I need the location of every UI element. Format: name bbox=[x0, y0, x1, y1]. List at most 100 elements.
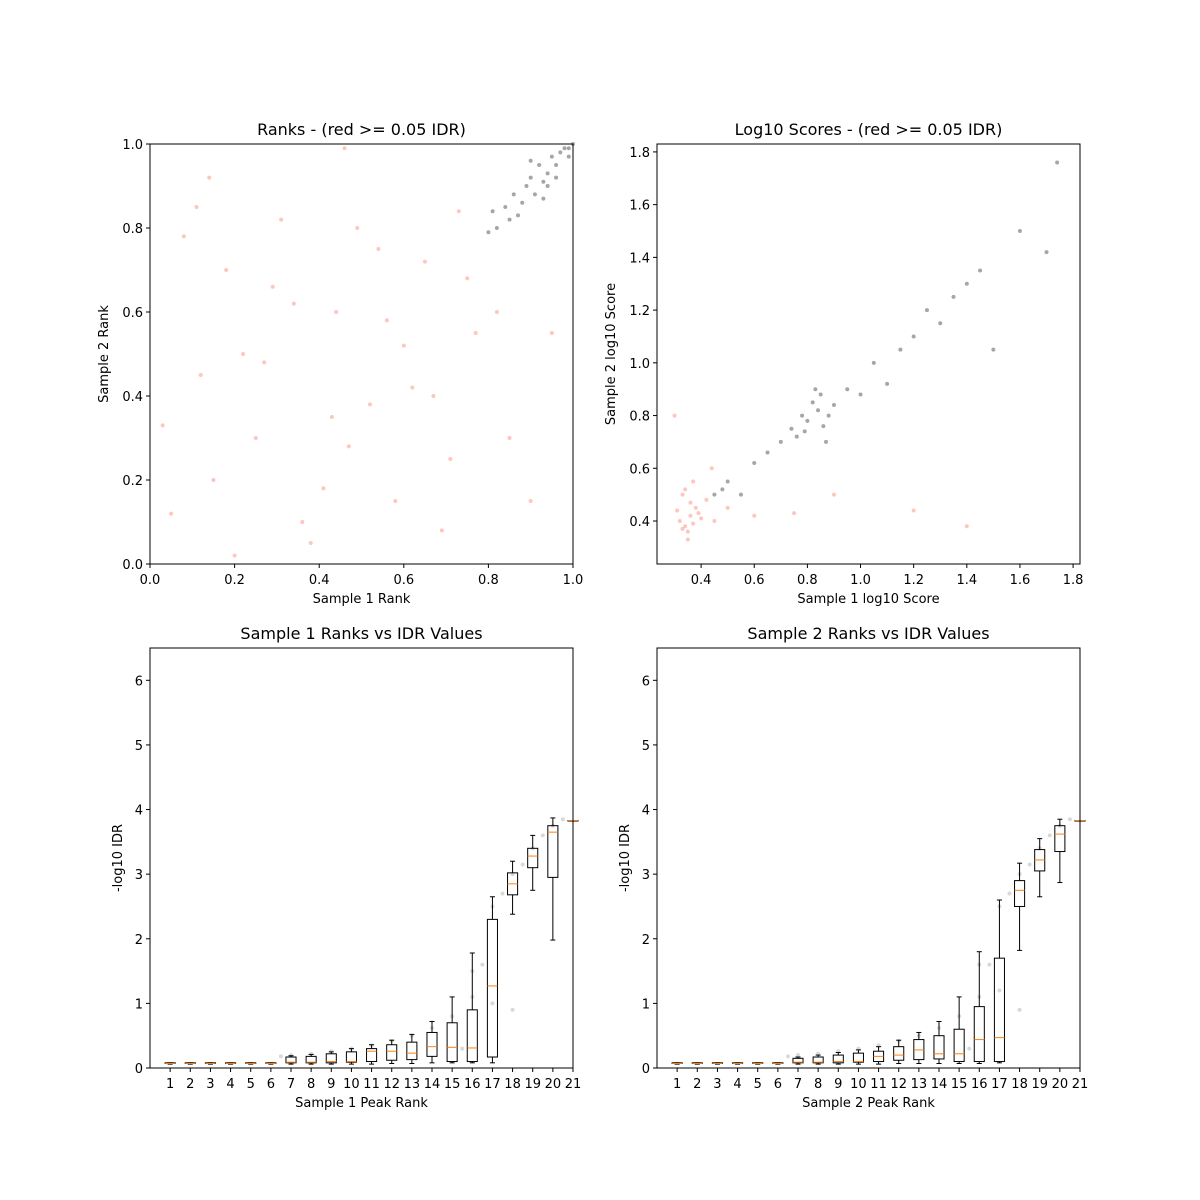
x-tick-label: 0.2 bbox=[224, 573, 245, 588]
box bbox=[973, 1006, 985, 1063]
point bbox=[528, 175, 533, 180]
point bbox=[685, 537, 690, 542]
point bbox=[198, 373, 203, 377]
x-tick-label: 1.0 bbox=[850, 573, 871, 588]
point bbox=[858, 392, 863, 397]
point bbox=[224, 268, 229, 272]
box bbox=[893, 1046, 905, 1061]
x-axis-label: Sample 2 Peak Rank bbox=[802, 1096, 935, 1111]
point bbox=[712, 492, 717, 497]
point bbox=[278, 1054, 283, 1059]
point bbox=[308, 541, 313, 545]
box bbox=[345, 1051, 357, 1063]
point bbox=[384, 318, 389, 323]
y-tick-label: 6 bbox=[135, 674, 143, 689]
point bbox=[253, 436, 258, 440]
chart-title: Ranks - (red >= 0.05 IDR) bbox=[257, 120, 466, 139]
point bbox=[329, 415, 334, 419]
x-axis-label: Sample 1 Rank bbox=[313, 592, 411, 607]
y-tick-label: 0.0 bbox=[122, 558, 143, 573]
y-tick-label: 2 bbox=[135, 933, 143, 948]
point bbox=[709, 466, 714, 471]
x-tick-label: 1.2 bbox=[903, 573, 924, 588]
point bbox=[549, 331, 554, 335]
point bbox=[951, 294, 956, 299]
point bbox=[549, 154, 554, 159]
x-tick-label: 3 bbox=[713, 1077, 721, 1092]
point bbox=[528, 499, 533, 503]
box bbox=[792, 1057, 804, 1064]
x-tick-label: 12 bbox=[383, 1077, 400, 1092]
box bbox=[1054, 825, 1066, 853]
point bbox=[813, 387, 818, 392]
point bbox=[560, 817, 565, 822]
point bbox=[680, 492, 685, 497]
x-tick-label: 21 bbox=[1072, 1077, 1089, 1092]
point bbox=[558, 150, 563, 155]
point bbox=[794, 434, 799, 439]
point bbox=[831, 403, 836, 408]
x-tick-label: 16 bbox=[464, 1077, 481, 1092]
y-tick-label: 0 bbox=[642, 1062, 650, 1077]
box bbox=[547, 825, 559, 878]
point bbox=[562, 146, 567, 151]
point bbox=[792, 511, 797, 516]
point bbox=[422, 259, 427, 264]
y-tick-label: 1.8 bbox=[629, 146, 650, 161]
point bbox=[677, 519, 682, 524]
x-tick-label: 18 bbox=[1011, 1077, 1028, 1092]
point bbox=[778, 439, 783, 444]
x-tick-label: 19 bbox=[524, 1077, 541, 1092]
box bbox=[993, 957, 1005, 1063]
x-tick-label: 20 bbox=[1052, 1077, 1069, 1092]
y-tick-label: 0.6 bbox=[629, 462, 650, 477]
x-tick-label: 21 bbox=[565, 1077, 582, 1092]
y-tick-label: 1 bbox=[642, 997, 650, 1012]
point bbox=[554, 163, 559, 167]
x-tick-label: 4 bbox=[226, 1077, 234, 1092]
x-tick-label: 19 bbox=[1031, 1077, 1048, 1092]
point bbox=[967, 1046, 972, 1051]
point bbox=[480, 962, 485, 967]
point bbox=[1047, 833, 1052, 838]
point bbox=[898, 347, 903, 352]
y-axis-label: -log10 IDR bbox=[111, 824, 126, 892]
x-tick-label: 2 bbox=[693, 1077, 701, 1092]
y-tick-label: 0.2 bbox=[122, 474, 143, 489]
point bbox=[683, 487, 688, 492]
x-tick-label: 7 bbox=[794, 1077, 802, 1092]
point bbox=[541, 179, 546, 184]
point bbox=[456, 209, 461, 214]
point bbox=[207, 175, 212, 180]
box bbox=[406, 1041, 418, 1061]
point bbox=[964, 524, 969, 529]
point bbox=[987, 962, 992, 967]
y-tick-label: 4 bbox=[135, 804, 143, 819]
point bbox=[448, 457, 453, 461]
point bbox=[160, 423, 165, 428]
x-tick-label: 10 bbox=[343, 1077, 360, 1092]
point bbox=[232, 553, 237, 558]
point bbox=[241, 352, 246, 356]
point bbox=[486, 230, 491, 235]
point bbox=[704, 497, 709, 502]
point bbox=[675, 508, 680, 513]
point bbox=[818, 392, 823, 397]
x-tick-label: 0.4 bbox=[691, 573, 712, 588]
point bbox=[300, 520, 305, 524]
x-tick-label: 1 bbox=[673, 1077, 681, 1092]
x-tick-label: 9 bbox=[327, 1077, 335, 1092]
point bbox=[997, 988, 1002, 993]
point bbox=[691, 479, 696, 484]
x-tick-label: 7 bbox=[287, 1077, 295, 1092]
point bbox=[720, 487, 725, 492]
point bbox=[712, 519, 717, 524]
x-tick-label: 1.6 bbox=[1010, 573, 1031, 588]
x-tick-label: 1.8 bbox=[1063, 573, 1084, 588]
chart-title: Sample 1 Ranks vs IDR Values bbox=[240, 624, 482, 643]
x-tick-label: 0.6 bbox=[744, 573, 765, 588]
point bbox=[465, 276, 470, 281]
x-tick-label: 0.8 bbox=[797, 573, 818, 588]
point bbox=[490, 1001, 495, 1006]
point bbox=[473, 331, 478, 335]
